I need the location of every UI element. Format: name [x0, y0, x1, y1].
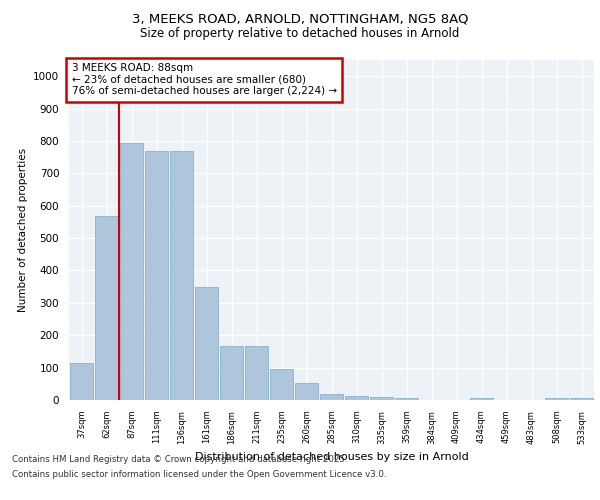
Text: Contains public sector information licensed under the Open Government Licence v3: Contains public sector information licen… [12, 470, 386, 479]
Bar [145, 150, 168, 400]
Bar [70, 364, 93, 400]
Bar [120, 142, 143, 400]
Bar [345, 396, 368, 400]
Bar [545, 398, 568, 400]
Text: 3 MEEKS ROAD: 88sqm
← 23% of detached houses are smaller (680)
76% of semi-detac: 3 MEEKS ROAD: 88sqm ← 23% of detached ho… [71, 63, 337, 96]
Bar [320, 394, 343, 400]
Bar [570, 398, 593, 400]
Bar [370, 397, 393, 400]
Bar [195, 286, 218, 400]
Bar [395, 398, 418, 400]
Bar [170, 150, 193, 400]
Bar [245, 346, 268, 400]
Bar [220, 346, 243, 400]
X-axis label: Distribution of detached houses by size in Arnold: Distribution of detached houses by size … [194, 452, 469, 462]
Bar [95, 216, 118, 400]
Text: Contains HM Land Registry data © Crown copyright and database right 2025.: Contains HM Land Registry data © Crown c… [12, 455, 347, 464]
Bar [295, 383, 318, 400]
Y-axis label: Number of detached properties: Number of detached properties [17, 148, 28, 312]
Bar [270, 368, 293, 400]
Text: Size of property relative to detached houses in Arnold: Size of property relative to detached ho… [140, 28, 460, 40]
Bar [470, 398, 493, 400]
Text: 3, MEEKS ROAD, ARNOLD, NOTTINGHAM, NG5 8AQ: 3, MEEKS ROAD, ARNOLD, NOTTINGHAM, NG5 8… [132, 12, 468, 26]
